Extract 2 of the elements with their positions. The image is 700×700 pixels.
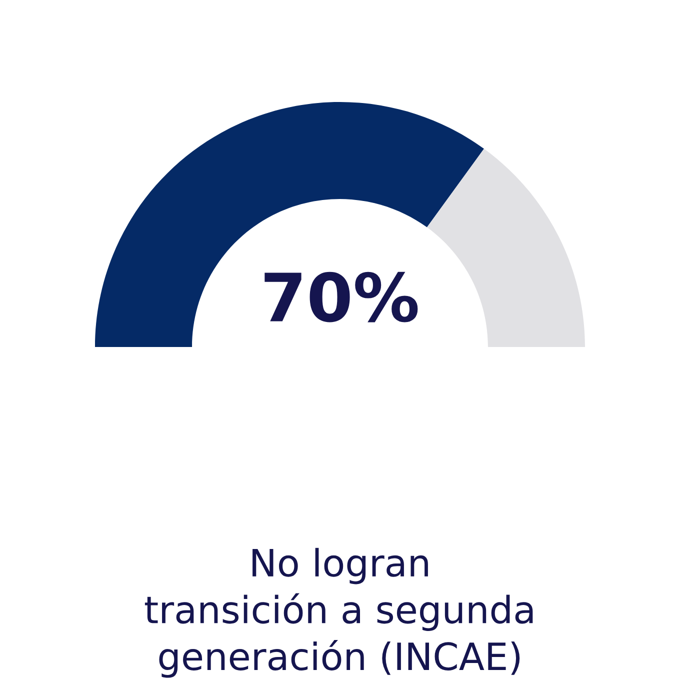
- text: No logran transición a segunda generación (INCAE): [144, 548, 533, 678]
- data-label: 70%: [264, 272, 418, 322]
